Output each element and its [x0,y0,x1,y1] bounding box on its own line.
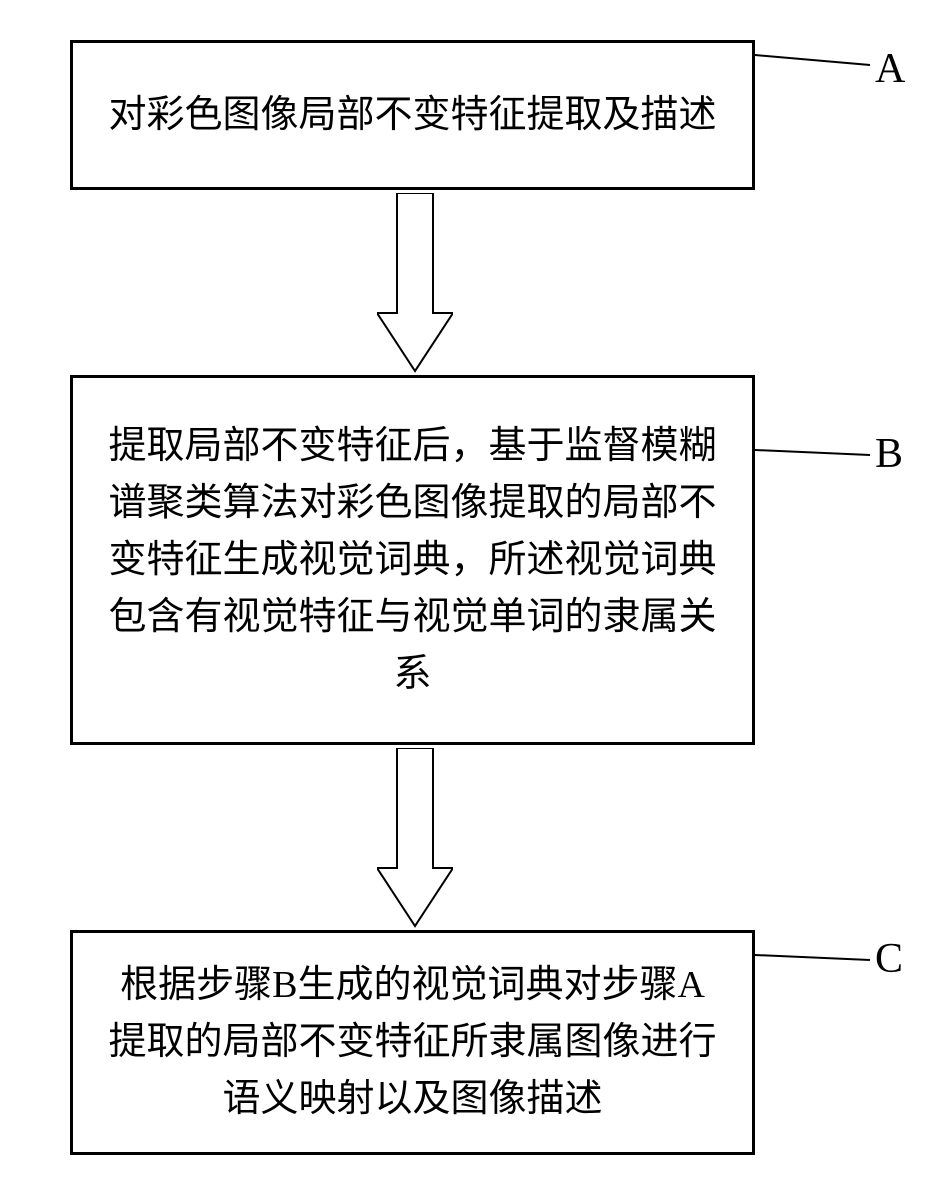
label-c: C [875,935,903,983]
node-b-text: 提取局部不变特征后，基于监督模糊谱聚类算法对彩色图像提取的局部不变特征生成视觉词… [103,418,722,703]
arrow-b-to-c [377,748,453,928]
flowchart-node-c: 根据步骤B生成的视觉词典对步骤A提取的局部不变特征所隶属图像进行语义映射以及图像… [70,930,755,1155]
node-c-text: 根据步骤B生成的视觉词典对步骤A提取的局部不变特征所隶属图像进行语义映射以及图像… [103,957,722,1128]
flowchart-node-b: 提取局部不变特征后，基于监督模糊谱聚类算法对彩色图像提取的局部不变特征生成视觉词… [70,375,755,745]
connector-line-c [755,935,875,975]
flowchart-container: 对彩色图像局部不变特征提取及描述 提取局部不变特征后，基于监督模糊谱聚类算法对彩… [0,0,936,1196]
arrow-a-to-b [377,193,453,373]
label-b: B [875,430,903,478]
connector-line-b [755,430,875,470]
node-a-text: 对彩色图像局部不变特征提取及描述 [108,87,716,144]
connector-line-a [755,40,875,80]
label-a: A [875,45,905,93]
flowchart-node-a: 对彩色图像局部不变特征提取及描述 [70,40,755,190]
